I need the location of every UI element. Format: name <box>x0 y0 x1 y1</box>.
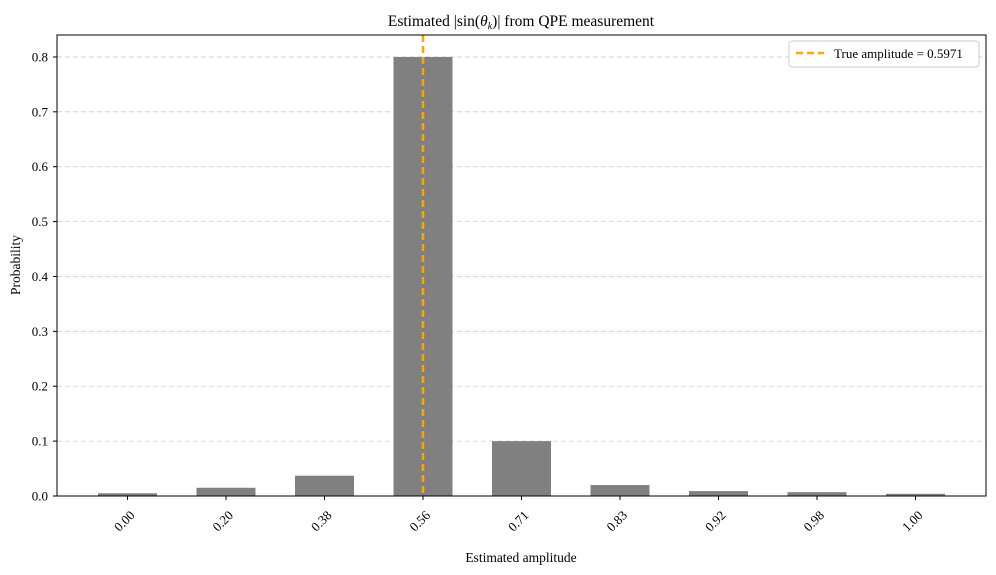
y-tick-label: 0.1 <box>32 434 48 449</box>
y-tick-label: 0.4 <box>32 269 49 284</box>
bar <box>689 491 748 496</box>
y-tick-label: 0.5 <box>32 214 48 229</box>
legend: True amplitude = 0.5971 <box>788 40 980 68</box>
y-tick-label: 0.2 <box>32 379 48 394</box>
bar <box>787 492 847 496</box>
grid-lines <box>57 56 986 442</box>
chart-title: Estimated |sin(θk)| from QPE measurement <box>388 13 655 32</box>
bar <box>590 485 650 496</box>
y-tick-label: 0.6 <box>32 159 49 174</box>
bar <box>393 56 453 496</box>
legend-label: True amplitude = 0.5971 <box>834 46 963 61</box>
x-axis-label: Estimated amplitude <box>465 550 576 565</box>
y-axis-label: Probability <box>8 235 23 295</box>
bar <box>492 441 551 496</box>
y-tick-label: 0.7 <box>32 104 49 119</box>
bar <box>196 487 256 496</box>
bar <box>98 493 157 496</box>
bar <box>886 493 945 496</box>
bar <box>295 475 354 496</box>
y-tick-label: 0.8 <box>32 49 48 64</box>
y-tick-label: 0.3 <box>32 324 48 339</box>
y-axis-ticks: 0.0 0.1 0.2 0.3 0.4 0.5 0.6 0.7 0.8 <box>32 49 57 504</box>
legend-box <box>788 40 980 68</box>
y-tick-label: 0.0 <box>32 489 48 504</box>
